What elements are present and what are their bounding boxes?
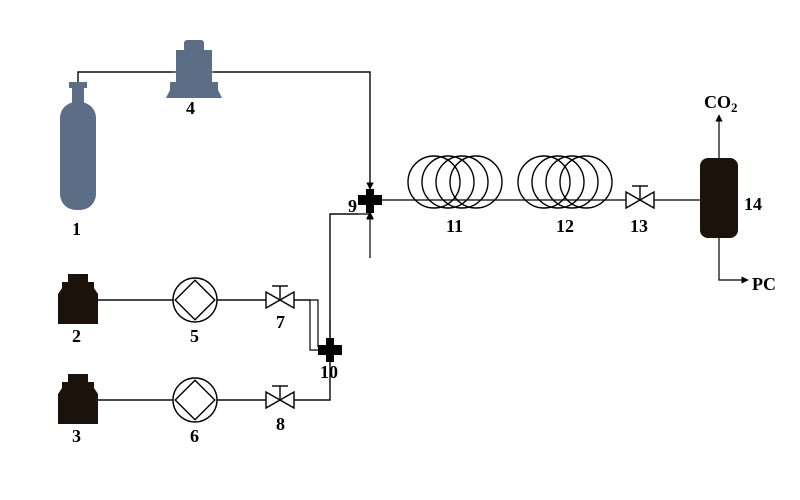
label-5: 5 [190,326,199,346]
label-13: 13 [630,216,648,236]
tee-10 [318,338,342,362]
label-9: 9 [348,196,357,216]
bottle-3 [58,374,98,424]
label-2: 2 [72,326,81,346]
lines-final [330,115,748,338]
label-1: 1 [72,219,81,239]
label-7: 7 [276,312,285,332]
collector-14 [700,158,738,238]
label-11: 11 [446,216,463,236]
label-14: 14 [744,194,762,214]
tee-9 [358,189,382,213]
gas-cylinder [60,82,96,210]
pump-5 [173,278,217,322]
label-4: 4 [186,98,195,118]
valve-13 [626,186,654,208]
label-12: 12 [556,216,574,236]
label-pc: PC [752,274,776,294]
label-co2: CO2 [704,92,738,115]
label-8: 8 [276,414,285,434]
label-6: 6 [190,426,199,446]
bottle-2 [58,274,98,324]
label-10: 10 [320,362,338,382]
pump-large [166,40,222,98]
valve-7 [266,286,294,308]
valve-8 [266,386,294,408]
label-3: 3 [72,426,81,446]
pump-6 [173,378,217,422]
